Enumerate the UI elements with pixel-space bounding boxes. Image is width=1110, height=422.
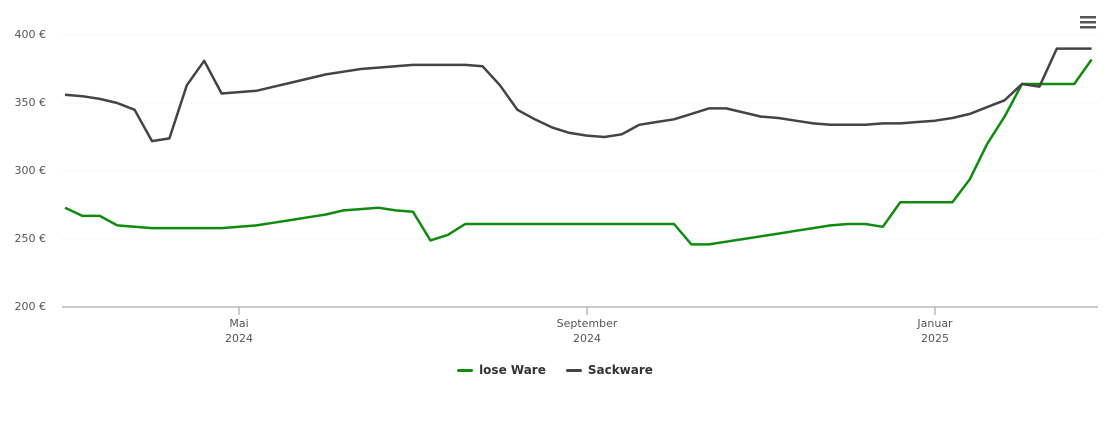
menu-icon[interactable] [1080, 16, 1096, 29]
menu-bar [1080, 16, 1096, 19]
y-tick-label: 400 € [15, 28, 47, 41]
series-line [64, 58, 1093, 246]
menu-bar [1080, 21, 1096, 24]
menu-bar [1080, 26, 1096, 29]
x-tick-label: Januar 2025 [917, 317, 953, 345]
legend-label: Sackware [587, 363, 653, 377]
x-tick-label: Mai 2024 [225, 317, 253, 345]
legend-item[interactable]: Sackware [565, 363, 653, 377]
series-line [64, 47, 1092, 143]
y-tick-label: 250 € [15, 232, 47, 245]
x-tick-label: September 2024 [556, 317, 618, 345]
legend-item[interactable]: lose Ware [457, 363, 546, 377]
legend-swatch [565, 368, 582, 372]
y-tick-label: 200 € [15, 300, 47, 313]
y-tick-label: 300 € [15, 164, 47, 177]
legend-swatch [457, 368, 474, 372]
y-tick-label: 350 € [15, 96, 47, 109]
legend-label: lose Ware [479, 363, 546, 377]
legend: lose Ware Sackware [0, 363, 1110, 377]
